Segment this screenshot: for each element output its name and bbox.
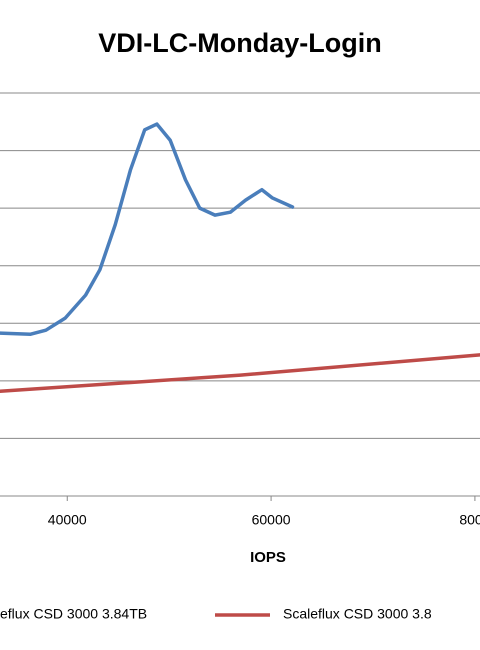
line-series	[0, 353, 480, 393]
x-tick-label: 8000	[459, 512, 480, 528]
x-tick-label: 60000	[252, 512, 291, 528]
legend-label: Scaleflux CSD 3000 3.8	[283, 606, 432, 622]
chart-title: VDI-LC-Monday-Login	[98, 28, 381, 58]
x-tick-label: 40000	[48, 512, 87, 528]
legend-label: eflux CSD 3000 3.84TB	[0, 606, 147, 622]
line-series	[0, 122, 295, 336]
x-axis-label: IOPS	[250, 549, 286, 566]
